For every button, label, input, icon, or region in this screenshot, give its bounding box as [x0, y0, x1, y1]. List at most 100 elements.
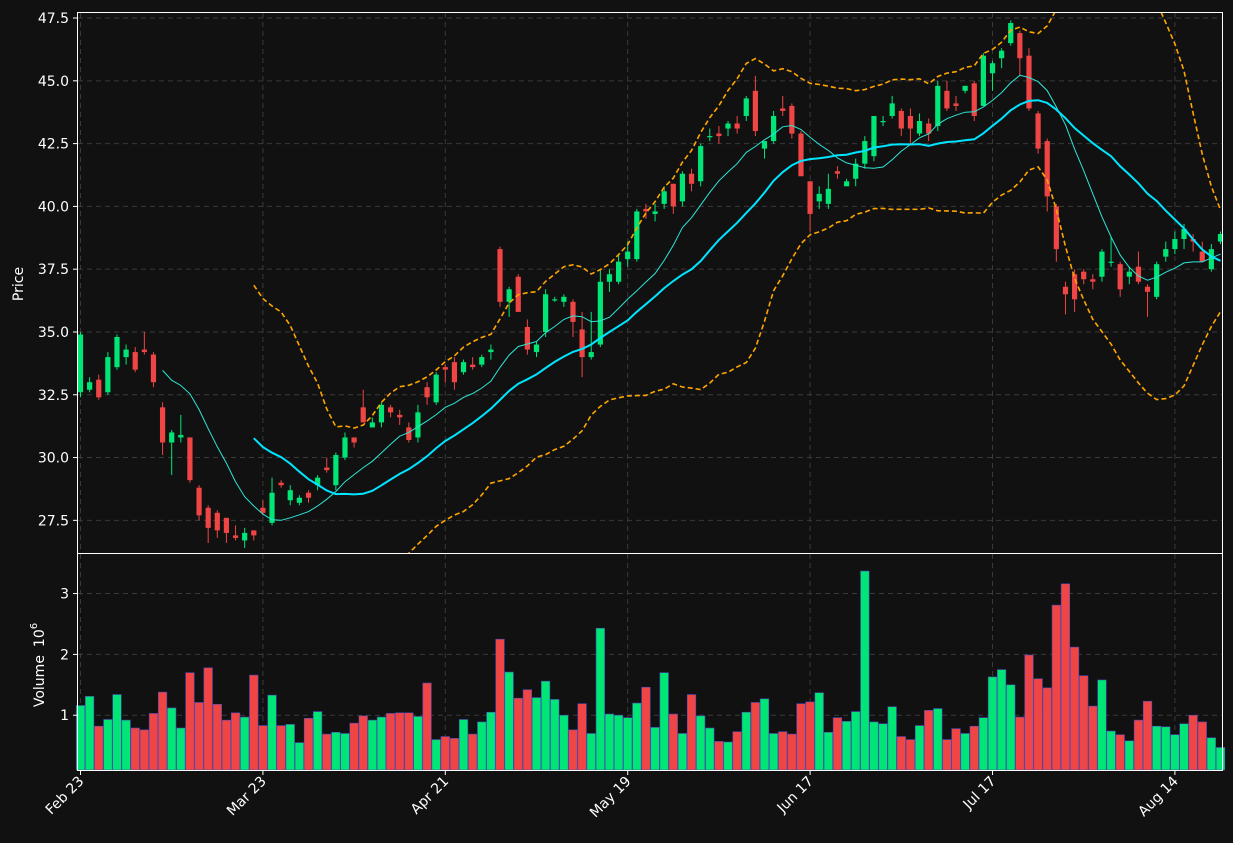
volume-bar	[559, 714, 569, 771]
volume-bar	[933, 708, 943, 771]
volume-bar	[668, 713, 678, 771]
candle-body	[497, 249, 503, 302]
candle-body	[242, 532, 248, 541]
candle-body	[725, 123, 731, 129]
candle-body	[424, 387, 430, 398]
candle-body	[625, 251, 631, 260]
volume-bar	[1215, 747, 1226, 771]
volume-bar	[1124, 740, 1134, 771]
candle-body	[698, 146, 704, 182]
volume-tick-label: 1	[60, 708, 69, 724]
volume-bar	[303, 717, 314, 771]
candle-body	[296, 497, 302, 503]
volume-bar	[1033, 678, 1043, 771]
candle-body	[552, 299, 558, 301]
candle-body	[926, 123, 932, 134]
candle-body	[1053, 206, 1059, 250]
volume-bar	[987, 676, 998, 771]
price-tick-label: 42.5	[38, 137, 69, 153]
candle-body	[789, 105, 795, 134]
volume-bar	[94, 725, 104, 771]
volume-bar	[358, 715, 368, 771]
volume-bar	[741, 711, 751, 771]
candle-body	[980, 55, 986, 106]
volume-bar	[869, 721, 879, 771]
candle-body	[561, 296, 567, 302]
price-tick-label: 35.0	[38, 325, 69, 341]
candle-body	[488, 349, 494, 353]
volume-bar	[1088, 705, 1098, 771]
candle-body	[643, 208, 649, 212]
volume-bar	[541, 680, 551, 771]
volume-bar	[705, 727, 715, 771]
candle-body	[232, 535, 239, 538]
candle-body	[187, 437, 193, 481]
volume-bar	[395, 712, 405, 771]
candle-body	[798, 133, 804, 177]
candle-body	[442, 367, 448, 370]
candle-body	[342, 437, 348, 458]
volume-bar	[167, 707, 177, 771]
candle-body	[652, 211, 658, 214]
candle-body	[579, 329, 585, 358]
candle-body	[962, 85, 968, 91]
volume-bar	[340, 733, 350, 771]
candle-body	[1163, 249, 1169, 257]
candle-body	[360, 407, 366, 423]
candle-body	[369, 422, 375, 428]
candle-body	[670, 183, 676, 207]
candle-body	[1026, 55, 1032, 109]
candle-body	[707, 136, 713, 138]
volume-bar	[376, 716, 387, 771]
volume-bar	[714, 741, 724, 771]
candle-body	[1199, 251, 1205, 262]
volume-bar	[568, 729, 578, 771]
price-tick-label: 37.5	[38, 262, 69, 278]
volume-bar	[878, 723, 888, 771]
volume-bar	[577, 703, 587, 771]
candle-body	[752, 90, 758, 132]
volume-bar	[1069, 646, 1080, 771]
volume-bar	[1142, 700, 1153, 771]
volume-bar	[112, 694, 122, 771]
volume-bar	[230, 712, 241, 771]
price-tick-label: 45.0	[38, 74, 69, 90]
candle-body	[1017, 33, 1023, 59]
upper-band-line	[253, 13, 1222, 429]
volume-bar	[659, 672, 669, 771]
volume-bar	[769, 733, 779, 771]
ma-fast-line	[162, 74, 1221, 521]
candle-body	[123, 349, 129, 358]
volume-bar	[240, 716, 250, 771]
candle-body	[597, 281, 603, 345]
volume-bar	[513, 697, 523, 771]
candle-body	[834, 171, 841, 174]
price-tick-label: 27.5	[38, 513, 69, 529]
volume-bar	[1115, 734, 1125, 771]
volume-bar	[495, 638, 505, 771]
volume-bar	[148, 713, 159, 771]
volume-bar	[686, 694, 697, 771]
volume-bar	[632, 702, 642, 771]
price-axis-label: Price	[11, 267, 27, 301]
candle-body	[378, 404, 385, 423]
volume-axis-label: Volume 106	[29, 623, 48, 707]
candle-body	[433, 374, 439, 403]
candle-body	[615, 261, 622, 282]
volume-bar	[595, 627, 605, 771]
volume-bar	[349, 722, 359, 771]
volume-bar	[458, 719, 469, 771]
volume-bar	[258, 725, 268, 771]
candle-body	[916, 121, 923, 134]
volume-bar	[331, 731, 341, 771]
volume-bar	[960, 733, 970, 771]
candle-body	[205, 507, 211, 528]
volume-bar	[157, 691, 168, 771]
volume-bar	[823, 731, 833, 771]
volume-marks	[75, 570, 1226, 771]
volume-bar	[696, 715, 706, 771]
candle-body	[333, 455, 339, 486]
candle-body	[451, 362, 458, 383]
volume-bar	[1188, 714, 1198, 771]
